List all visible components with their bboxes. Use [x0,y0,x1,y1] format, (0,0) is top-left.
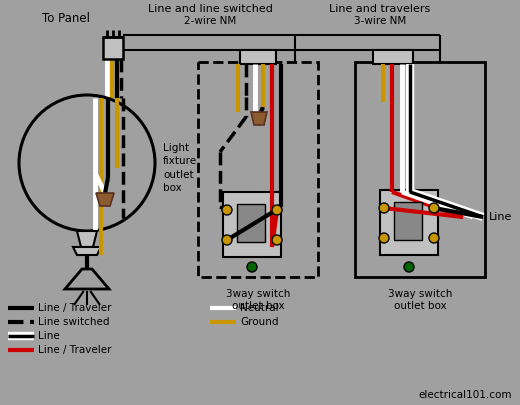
Text: Line switched: Line switched [38,317,110,327]
Text: 3-wire NM: 3-wire NM [354,16,406,26]
Text: Light
fixture
outlet
box: Light fixture outlet box [163,143,197,193]
Polygon shape [251,112,267,125]
Circle shape [379,233,389,243]
Text: Line / Traveler: Line / Traveler [38,345,111,355]
Circle shape [272,235,282,245]
Circle shape [222,205,232,215]
Text: Line: Line [489,212,512,222]
Circle shape [404,262,414,272]
Polygon shape [96,193,114,206]
Circle shape [247,262,257,272]
Text: Line and travelers: Line and travelers [329,4,431,14]
Bar [198,62,318,277]
Text: Ground: Ground [240,317,279,327]
Text: 3way switch
outlet box: 3way switch outlet box [226,289,290,311]
Text: To Panel: To Panel [42,12,90,25]
Circle shape [429,203,439,213]
Bar [223,192,281,257]
Circle shape [379,203,389,213]
Text: 3way switch
outlet box: 3way switch outlet box [388,289,452,311]
Circle shape [272,205,282,215]
Bar [373,50,413,64]
Text: Line / Traveler: Line / Traveler [38,303,111,313]
Text: 2-wire NM: 2-wire NM [184,16,236,26]
Text: Line: Line [38,331,60,341]
Text: Neutral: Neutral [240,303,279,313]
Text: electrical101.com: electrical101.com [419,390,512,400]
Polygon shape [73,247,101,255]
Bar [103,37,123,59]
Bar [240,50,276,64]
Text: Line and line switched: Line and line switched [148,4,272,14]
Circle shape [429,233,439,243]
Bar [237,204,265,242]
Circle shape [222,235,232,245]
Bar [355,62,485,277]
Bar [380,190,438,255]
Polygon shape [77,231,97,247]
Bar [394,202,422,240]
